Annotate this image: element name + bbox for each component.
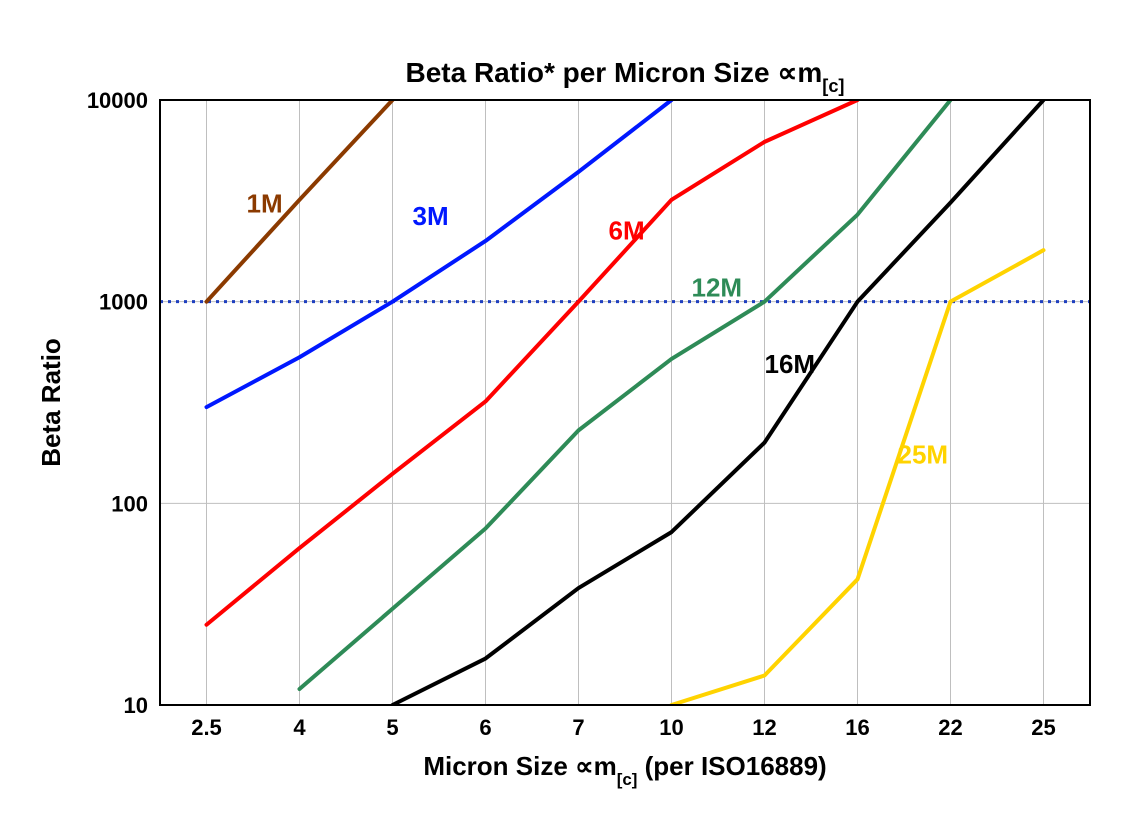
x-tick-label: 5 [386, 715, 398, 740]
x-tick-label: 4 [293, 715, 306, 740]
y-axis-label: Beta Ratio [36, 338, 66, 467]
beta-ratio-chart: 1M 3M 6M 12M 16M 25M 2.5 4 5 6 7 10 12 16 22 25 10 100 100… [0, 0, 1146, 818]
series-label-12M: 12M [692, 272, 743, 302]
series-label-3M: 3M [413, 201, 449, 231]
chart-svg: 1M 3M 6M 12M 16M 25M 2.5 4 5 6 7 10 12 16 22 25 10 100 100… [0, 0, 1146, 818]
x-tick-label: 16 [845, 715, 869, 740]
series-label-1M: 1M [247, 188, 283, 218]
y-tick-label: 1000 [99, 290, 148, 315]
x-tick-label: 6 [479, 715, 491, 740]
x-tick-label: 7 [572, 715, 584, 740]
x-tick-label: 10 [659, 715, 683, 740]
x-tick-label: 2.5 [191, 715, 222, 740]
y-tick-label: 10 [124, 693, 148, 718]
y-tick-label: 100 [111, 491, 148, 516]
series-label-16M: 16M [765, 349, 816, 379]
y-tick-label: 10000 [87, 88, 148, 113]
x-tick-label: 25 [1031, 715, 1055, 740]
x-tick-label: 12 [752, 715, 776, 740]
series-label-25M: 25M [898, 440, 949, 470]
x-tick-label: 22 [938, 715, 962, 740]
series-label-6M: 6M [609, 215, 645, 245]
